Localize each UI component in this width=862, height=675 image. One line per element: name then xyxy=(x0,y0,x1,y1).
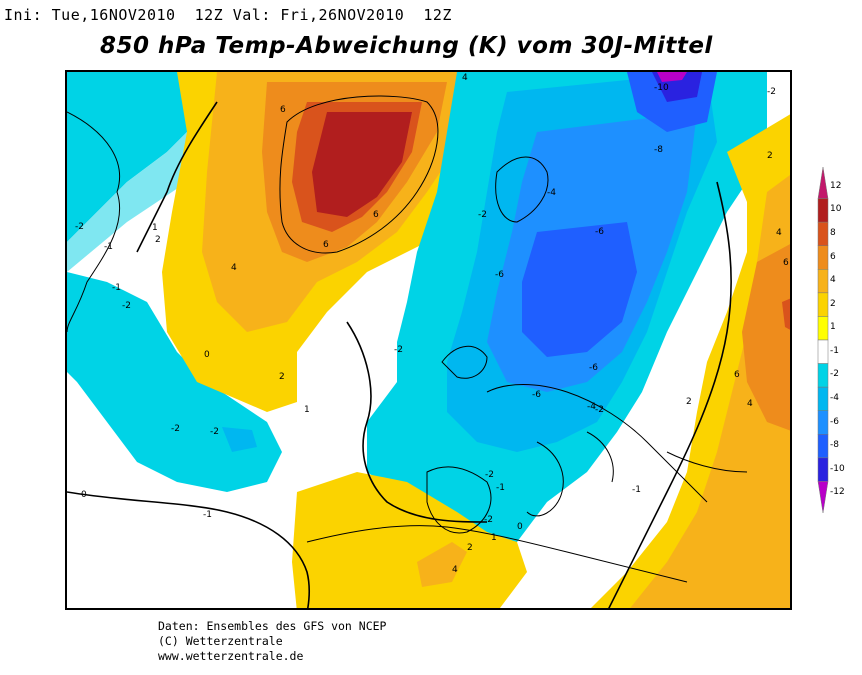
contour-label: -6 xyxy=(495,270,504,280)
contour-label: 6 xyxy=(323,240,329,250)
contour-label: -2 xyxy=(75,222,84,232)
contour-label: -2 xyxy=(210,427,219,437)
arctic-magenta xyxy=(657,72,687,82)
contour-label: -2 xyxy=(478,210,487,220)
colorbar-tick-label: 4 xyxy=(830,275,836,286)
contour-label: -2 xyxy=(484,515,493,525)
colorbar-tick-label: -2 xyxy=(830,369,839,380)
contour-label: -6 xyxy=(595,227,604,237)
colorbar-swatch xyxy=(817,363,829,388)
colorbar-tick-label: -1 xyxy=(830,345,839,356)
contour-label: 6 xyxy=(783,258,789,268)
contour-label: 2 xyxy=(686,397,692,407)
europe-darker-blue xyxy=(522,222,637,357)
colorbar-tick-label: -12 xyxy=(830,487,845,498)
contour-label: -1 xyxy=(203,510,212,520)
colorbar-tick-label: 2 xyxy=(830,298,836,309)
contour-label: -1 xyxy=(632,485,641,495)
colorbar-swatch xyxy=(817,292,829,317)
east-orange-light xyxy=(630,174,790,608)
colorbar-swatch xyxy=(817,198,829,223)
colorbar-swatch xyxy=(817,434,829,459)
map-title: 850 hPa Temp-Abweichung (K) vom 30J-Mitt… xyxy=(100,33,713,59)
contour-label: 4 xyxy=(231,263,237,273)
west-cyan-region xyxy=(67,72,217,242)
zero-contours xyxy=(67,101,732,608)
credits-line: Daten: Ensembles des GFS von NCEP xyxy=(158,619,387,633)
contour-label: 6 xyxy=(280,105,286,115)
credits-line: www.wetterzentrale.de xyxy=(158,649,304,663)
east-orange xyxy=(742,244,790,431)
colorbar-swatch xyxy=(817,410,829,435)
contour-label: -1 xyxy=(112,283,121,293)
colorbar-swatch xyxy=(817,221,829,246)
colorbar-tick-label: -6 xyxy=(830,416,839,427)
contour-label: 2 xyxy=(467,543,473,553)
colorbar-swatch xyxy=(817,481,829,514)
contour-label: -1 xyxy=(104,242,113,252)
contour-label: -8 xyxy=(654,145,663,155)
contour-label: 4 xyxy=(462,73,468,83)
west-cyan-lighter xyxy=(67,72,237,272)
colorbar xyxy=(817,166,829,514)
contour-label: -2 xyxy=(122,301,131,311)
contour-label: 2 xyxy=(767,151,773,161)
africa-orange xyxy=(417,542,467,587)
colorbar-tick-label: 12 xyxy=(830,180,842,191)
contour-label: 4 xyxy=(747,399,753,409)
africa-yellow xyxy=(292,472,527,608)
east-deep-orange xyxy=(782,298,790,330)
contour-labels: 4 6 6 6 4 2 2 0 -2 -2 -2 -2 -1 -1 -1 1 1… xyxy=(75,73,789,575)
colorbar-swatch xyxy=(817,316,829,341)
contour-label: -1 xyxy=(496,483,505,493)
contour-label: 1 xyxy=(152,223,158,233)
colorbar-tick-label: -4 xyxy=(830,392,839,403)
colorbar-tick-label: -8 xyxy=(830,440,839,451)
contour-label: 0 xyxy=(81,490,87,500)
colorbar-tick-label: 6 xyxy=(830,251,836,262)
contour-label: 4 xyxy=(452,565,458,575)
contour-label: -4 xyxy=(587,402,596,412)
contour-label: 1 xyxy=(304,405,310,415)
contour-label: 2 xyxy=(279,372,285,382)
contour-label: 6 xyxy=(373,210,379,220)
colorbar-swatch xyxy=(817,339,829,364)
contour-label: 0 xyxy=(204,350,210,360)
contour-label: 2 xyxy=(155,235,161,245)
map-frame: 4 6 6 6 4 2 2 0 -2 -2 -2 -2 -1 -1 -1 1 1… xyxy=(65,70,792,610)
colorbar-tick-label: 1 xyxy=(830,322,836,333)
contour-label: 0 xyxy=(517,522,523,532)
colorbar-swatch xyxy=(817,386,829,411)
contour-label: -6 xyxy=(589,363,598,373)
contour-label: -4 xyxy=(547,188,556,198)
contour-label: 1 xyxy=(491,533,497,543)
greenland-red xyxy=(312,112,412,217)
colorbar-swatch xyxy=(817,457,829,482)
colorbar-swatch xyxy=(817,166,829,199)
credits: Daten: Ensembles des GFS von NCEP (C) We… xyxy=(158,619,386,664)
init-valid-line: Ini: Tue,16NOV2010 12Z Val: Fri,26NOV201… xyxy=(4,6,452,24)
contour-label: -2 xyxy=(485,470,494,480)
colorbar-swatch xyxy=(817,245,829,270)
colorbar-swatch xyxy=(817,269,829,294)
contour-label: -2 xyxy=(171,424,180,434)
colorbar-tick-label: -10 xyxy=(830,463,845,474)
colorbar-tick-label: 8 xyxy=(830,227,836,238)
contour-label: -2 xyxy=(767,87,776,97)
contour-label: -10 xyxy=(654,83,669,93)
contour-label: -6 xyxy=(532,390,541,400)
colorbar-tick-label: 10 xyxy=(830,204,842,215)
anomaly-map: 4 6 6 6 4 2 2 0 -2 -2 -2 -2 -1 -1 -1 1 1… xyxy=(67,72,790,608)
contour-label: -2 xyxy=(595,405,604,415)
contour-label: -2 xyxy=(394,345,403,355)
west-blue-patch xyxy=(222,427,257,452)
contour-label: 4 xyxy=(776,228,782,238)
contour-label: 6 xyxy=(734,370,740,380)
credits-line: (C) Wetterzentrale xyxy=(158,634,283,648)
